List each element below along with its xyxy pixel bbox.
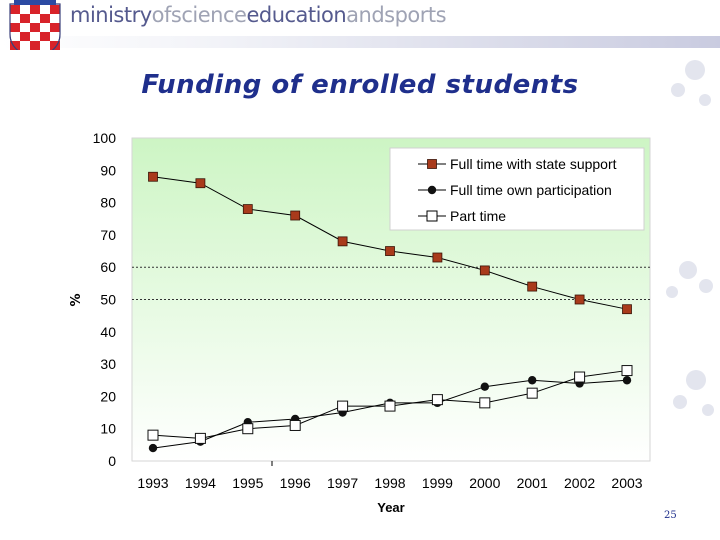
wordmark-ministry: ministry [70, 3, 152, 27]
crest-red-cell [20, 32, 30, 41]
x-tick-label: 2003 [611, 475, 642, 491]
x-tick-label: 2000 [469, 475, 500, 491]
x-tick-label: 1998 [374, 475, 405, 491]
x-tick-label: 1999 [422, 475, 453, 491]
data-point [431, 394, 443, 406]
data-point [479, 265, 490, 276]
y-tick-label: 30 [100, 356, 116, 372]
data-point [480, 382, 489, 391]
legend-label: Full time own participation [450, 182, 612, 198]
x-tick-label: 1993 [137, 475, 168, 491]
x-tick-label: 1996 [280, 475, 311, 491]
x-tick-label: 1997 [327, 475, 358, 491]
data-point [195, 178, 206, 189]
y-tick-label: 40 [100, 324, 116, 340]
crest-red-cell [40, 14, 50, 23]
legend-label: Full time with state support [450, 156, 617, 172]
data-point [242, 423, 254, 435]
x-axis-label: Year [377, 500, 404, 515]
data-point [148, 443, 158, 453]
y-axis: 0 10 20 30 40 50 60 70 80 90 100 [93, 130, 117, 469]
crest-red-cell [50, 41, 60, 50]
x-tick-label: 1995 [232, 475, 263, 491]
data-point [574, 294, 585, 305]
data-point [622, 304, 632, 315]
crest-red-cell [50, 23, 60, 32]
crest-red-cell [10, 23, 20, 32]
page-number: 25 [664, 510, 677, 521]
data-point [384, 400, 396, 412]
crest-red-cell [10, 41, 20, 50]
crest-red-cell [30, 41, 40, 50]
data-point [528, 376, 537, 385]
y-axis-label: % [69, 293, 84, 306]
y-tick-label: 100 [93, 130, 117, 146]
data-point [526, 387, 538, 399]
legend-label: Part time [450, 208, 506, 224]
crest-red-cell [30, 5, 40, 14]
crest-red-cell [50, 5, 60, 14]
crest-red-cell [20, 14, 30, 23]
data-point [242, 204, 253, 214]
data-point [148, 171, 158, 182]
x-tick-label: 2001 [517, 475, 548, 491]
header-banner [0, 0, 720, 50]
crest-red-cell [40, 32, 50, 41]
y-tick-label: 20 [100, 388, 116, 404]
x-axis: 1993 1994 1995 1996 1997 1998 1999 2000 2001 2002… [137, 461, 643, 491]
legend-marker [427, 159, 437, 169]
data-point [290, 210, 301, 221]
wordmark-andsports: andsports [346, 3, 447, 27]
data-point [337, 236, 348, 247]
legend-marker [426, 210, 438, 222]
legend-item: Full time with state support [418, 156, 617, 172]
series-1 [148, 171, 632, 315]
data-point [574, 371, 586, 383]
legend-item: Part time [418, 208, 506, 224]
data-point [147, 429, 159, 441]
y-tick-label: 10 [100, 421, 116, 437]
series-3 [147, 365, 633, 444]
data-point [337, 400, 349, 412]
y-tick-label: 50 [100, 292, 116, 308]
crest-logo [9, 0, 61, 50]
wordmark-ofscience: ofscience [151, 3, 247, 27]
legend-item: Full time own participation [418, 182, 612, 198]
y-tick-label: 70 [100, 227, 116, 243]
x-tick-label: 2002 [564, 475, 595, 491]
wordmark-education: education [246, 3, 347, 27]
crest-red-cell [10, 5, 20, 14]
data-point [622, 376, 632, 385]
decorative-molecules [666, 60, 714, 416]
y-tick-label: 80 [100, 195, 116, 211]
data-point [289, 419, 301, 431]
crest-red-cell [30, 23, 40, 32]
slide-title: Funding of enrolled students [141, 70, 579, 100]
data-point [479, 397, 491, 409]
series-layer [147, 171, 633, 453]
y-tick-label: 0 [108, 453, 116, 469]
data-point [527, 281, 538, 292]
y-tick-label: 90 [100, 162, 116, 178]
x-tick-label: 1994 [185, 475, 216, 491]
legend-marker [427, 185, 437, 195]
data-point [432, 252, 443, 263]
data-point [194, 432, 206, 444]
y-tick-label: 60 [100, 259, 116, 275]
ministry-wordmark: ministryofscienceeducationandsports [70, 3, 447, 27]
data-point [621, 365, 633, 377]
data-point [385, 246, 395, 256]
legend: Full time with state support Full time ow… [389, 147, 645, 231]
